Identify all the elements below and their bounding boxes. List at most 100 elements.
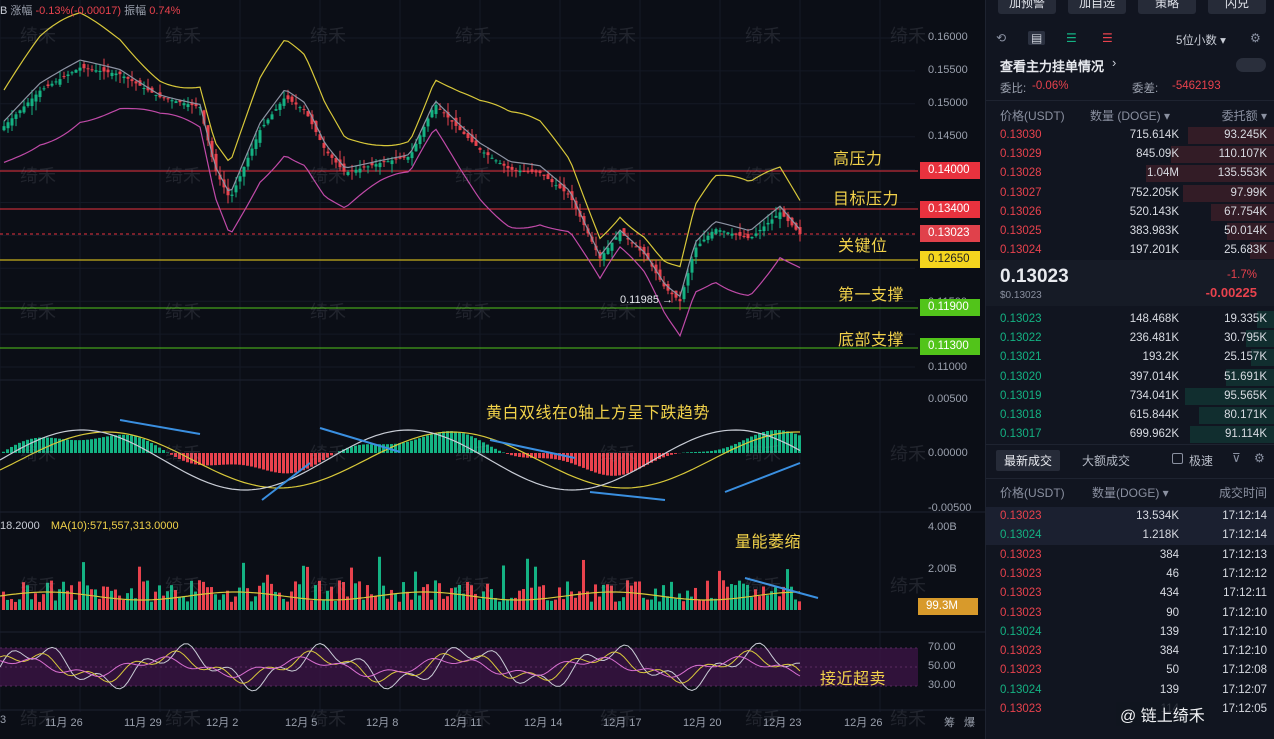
depth-bar bbox=[1246, 330, 1274, 348]
candle-body bbox=[294, 102, 298, 105]
candle-body bbox=[74, 69, 78, 73]
trade-row[interactable]: 0.13024 139 17:12:07 bbox=[986, 681, 1274, 700]
trade-row[interactable]: 0.13023 384 17:12:13 bbox=[986, 546, 1274, 565]
bid-row[interactable]: 0.13019 734.041K 95.565K bbox=[986, 387, 1274, 406]
bid-row[interactable]: 0.13021 193.2K 25.157K bbox=[986, 348, 1274, 367]
macd-bar bbox=[422, 436, 425, 453]
volume-bar bbox=[766, 595, 769, 610]
bid-row[interactable]: 0.13017 699.962K 91.114K bbox=[986, 425, 1274, 444]
trade-row[interactable]: 0.13024 139 17:12:10 bbox=[986, 623, 1274, 642]
bid-row[interactable]: 0.13023 148.468K 19.335K bbox=[986, 310, 1274, 329]
volume-bar bbox=[750, 597, 753, 610]
volume-bar bbox=[758, 596, 761, 610]
settings-icon[interactable]: ⚙ bbox=[1254, 451, 1265, 465]
volume-bar bbox=[94, 589, 97, 610]
volume-bar bbox=[134, 598, 137, 610]
asks-only-icon[interactable]: ☰ bbox=[1102, 31, 1113, 45]
refresh-icon[interactable]: ⟲ bbox=[996, 31, 1007, 45]
bid-row[interactable]: 0.13020 397.014K 51.691K bbox=[986, 368, 1274, 387]
volume-bar bbox=[734, 585, 737, 610]
add-alert-button[interactable]: 加预警 bbox=[998, 0, 1056, 14]
swap-button[interactable]: 闪兑 bbox=[1208, 0, 1266, 14]
tab-large-trades[interactable]: 大额成交 bbox=[1082, 454, 1131, 468]
candle-body bbox=[778, 212, 782, 220]
precision-select[interactable]: 5位小数 ▾ bbox=[1176, 35, 1226, 47]
volume-bar bbox=[138, 566, 141, 610]
tab-latest-trades[interactable]: 最新成交 bbox=[996, 450, 1061, 471]
trade-qty-header[interactable]: 数量(DOGE) ▾ bbox=[1092, 486, 1169, 500]
depth-toggle[interactable] bbox=[1236, 58, 1266, 72]
price-cell: 0.13024 bbox=[1000, 625, 1042, 638]
ask-row[interactable]: 0.13029 845.09K 110.107K bbox=[986, 145, 1274, 164]
volume-bar bbox=[46, 582, 49, 610]
candle-body bbox=[254, 139, 258, 149]
volume-bar bbox=[494, 598, 497, 610]
x-tick: 12月 8 bbox=[366, 717, 399, 729]
volume-bar bbox=[98, 598, 101, 610]
candle-body bbox=[758, 229, 762, 232]
trade-row[interactable]: 0.13023 13.534K 17:12:14 bbox=[986, 507, 1274, 526]
candle-body bbox=[374, 164, 378, 167]
bid-row[interactable]: 0.13022 236.481K 30.795K bbox=[986, 329, 1274, 348]
macd-bar bbox=[258, 453, 261, 469]
candle-body bbox=[34, 94, 38, 102]
add-watchlist-button[interactable]: 加自选 bbox=[1068, 0, 1126, 14]
fast-checkbox[interactable] bbox=[1172, 453, 1183, 464]
total-header[interactable]: 委托额 ▾ bbox=[1221, 109, 1267, 123]
macd-bar bbox=[194, 453, 197, 465]
strategy-button[interactable]: 策略 bbox=[1138, 0, 1196, 14]
ask-row[interactable]: 0.13030 715.614K 93.245K bbox=[986, 126, 1274, 145]
trade-row[interactable]: 0.13024 1.218K 17:12:14 bbox=[986, 526, 1274, 546]
ask-row[interactable]: 0.13026 520.143K 67.754K bbox=[986, 203, 1274, 222]
candle-body bbox=[342, 163, 346, 172]
x-right-label[interactable]: 筹 bbox=[944, 717, 955, 729]
trade-row[interactable]: 0.13023 46 17:12:12 bbox=[986, 565, 1274, 584]
bid-row[interactable]: 0.13018 615.844K 80.171K bbox=[986, 406, 1274, 425]
ask-row[interactable]: 0.13025 383.983K 50.014K bbox=[986, 222, 1274, 241]
price-tick: 0.15500 bbox=[928, 64, 968, 76]
macd-bar bbox=[430, 434, 433, 453]
price-cell: 0.13023 bbox=[1000, 703, 1042, 715]
filter-icon[interactable]: ⊽ bbox=[1232, 451, 1241, 465]
trend-arrow bbox=[261, 462, 311, 501]
candle-body bbox=[626, 237, 630, 240]
volume-bar bbox=[106, 586, 109, 610]
volume-bar bbox=[6, 599, 9, 610]
change-value: -0.13%(-0.00017) bbox=[35, 5, 122, 17]
qty-header[interactable]: 数量 (DOGE) ▾ bbox=[1090, 109, 1171, 123]
candle-body bbox=[430, 110, 434, 118]
macd-bar bbox=[226, 453, 229, 465]
price-tick: 0.16000 bbox=[928, 31, 968, 43]
total-cell: 19.335K bbox=[1224, 313, 1267, 325]
candle-body bbox=[274, 109, 278, 111]
volume-bar bbox=[790, 586, 793, 610]
candle-body bbox=[538, 170, 542, 173]
candle-body bbox=[642, 246, 646, 255]
macd-bar bbox=[774, 430, 777, 453]
ask-row[interactable]: 0.13027 752.205K 97.99K bbox=[986, 184, 1274, 203]
trade-row[interactable]: 0.13023 90 17:12:10 bbox=[986, 604, 1274, 623]
settings-icon[interactable]: ⚙ bbox=[1250, 31, 1261, 45]
price-cell: 0.13023 bbox=[1000, 645, 1042, 658]
ask-row[interactable]: 0.13028 1.04M 135.553K bbox=[986, 164, 1274, 183]
volume-bar bbox=[598, 596, 601, 610]
volume-bar bbox=[526, 558, 529, 610]
x-right-label[interactable]: 爆 bbox=[964, 717, 975, 729]
trade-row[interactable]: 0.13023 434 17:12:11 bbox=[986, 584, 1274, 603]
macd-bar bbox=[294, 453, 297, 473]
candle-body bbox=[318, 134, 322, 140]
ask-row[interactable]: 0.13024 197.201K 25.683K bbox=[986, 241, 1274, 260]
volume-bar bbox=[322, 600, 325, 610]
macd-bar bbox=[274, 453, 277, 473]
both-sides-icon[interactable]: ▤ bbox=[1028, 31, 1046, 45]
price-cell: 0.13023 bbox=[1000, 510, 1042, 522]
candle-body bbox=[774, 215, 778, 218]
bids-only-icon[interactable]: ☰ bbox=[1066, 31, 1077, 45]
trade-row[interactable]: 0.13023 384 17:12:10 bbox=[986, 642, 1274, 661]
candle-body bbox=[194, 103, 198, 107]
volume-bar bbox=[278, 592, 281, 610]
depth-title-row[interactable]: 查看主力挂单情况 › bbox=[986, 54, 1274, 74]
kline-chart[interactable] bbox=[0, 0, 985, 739]
chart-area[interactable]: B 涨幅 -0.13%(-0.00017) 振幅 0.74% 0.16000 0… bbox=[0, 0, 985, 739]
trade-row[interactable]: 0.13023 50 17:12:08 bbox=[986, 661, 1274, 680]
